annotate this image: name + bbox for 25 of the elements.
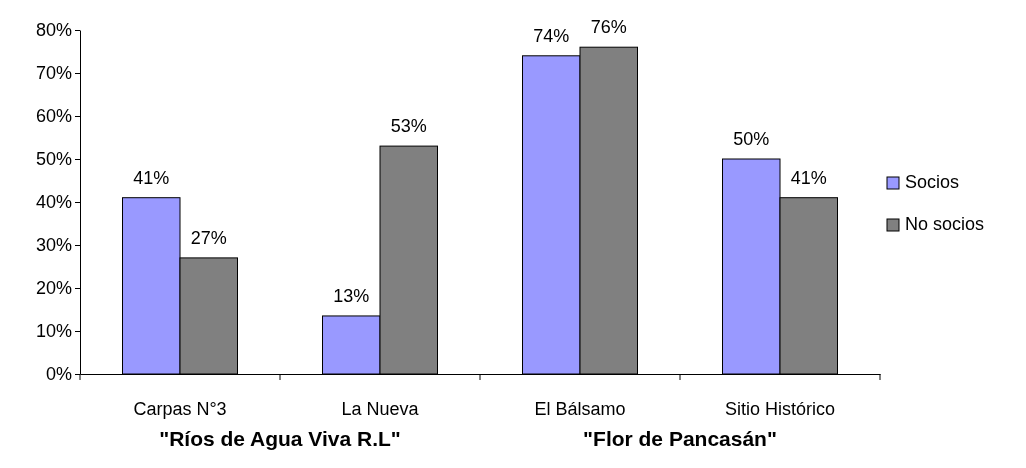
legend-label: Socios — [905, 172, 960, 192]
x-tick-label: El Bálsamo — [534, 398, 626, 419]
y-tick-label: 70% — [35, 63, 72, 84]
y-tick-label: 50% — [35, 149, 72, 170]
data-label: 53% — [390, 116, 427, 137]
y-tick-label: 80% — [35, 20, 72, 41]
data-label: 27% — [190, 227, 227, 248]
y-tick-label: 40% — [35, 192, 72, 213]
x-tick-label: La Nueva — [341, 398, 420, 419]
x-tick-label: Carpas N°3 — [133, 398, 227, 419]
data-label: 41% — [133, 167, 170, 188]
data-label: 13% — [333, 285, 370, 306]
text: "Ríos de Agua Viva R.L" — [159, 427, 401, 450]
x-tick-label: Sitio Histórico — [724, 398, 836, 419]
data-label: 74% — [533, 25, 570, 46]
data-label: 76% — [590, 17, 627, 38]
text: "Flor de Pancasán" — [583, 427, 777, 450]
data-label: 50% — [733, 129, 770, 149]
legend-label: No socios — [905, 214, 985, 234]
data-label: 41% — [790, 167, 827, 188]
y-tick-label: 60% — [35, 106, 72, 127]
y-tick-label: 10% — [35, 321, 72, 342]
y-tick-label: 0% — [45, 364, 72, 385]
y-tick-label: 30% — [35, 235, 72, 256]
y-tick-label: 20% — [35, 278, 72, 299]
